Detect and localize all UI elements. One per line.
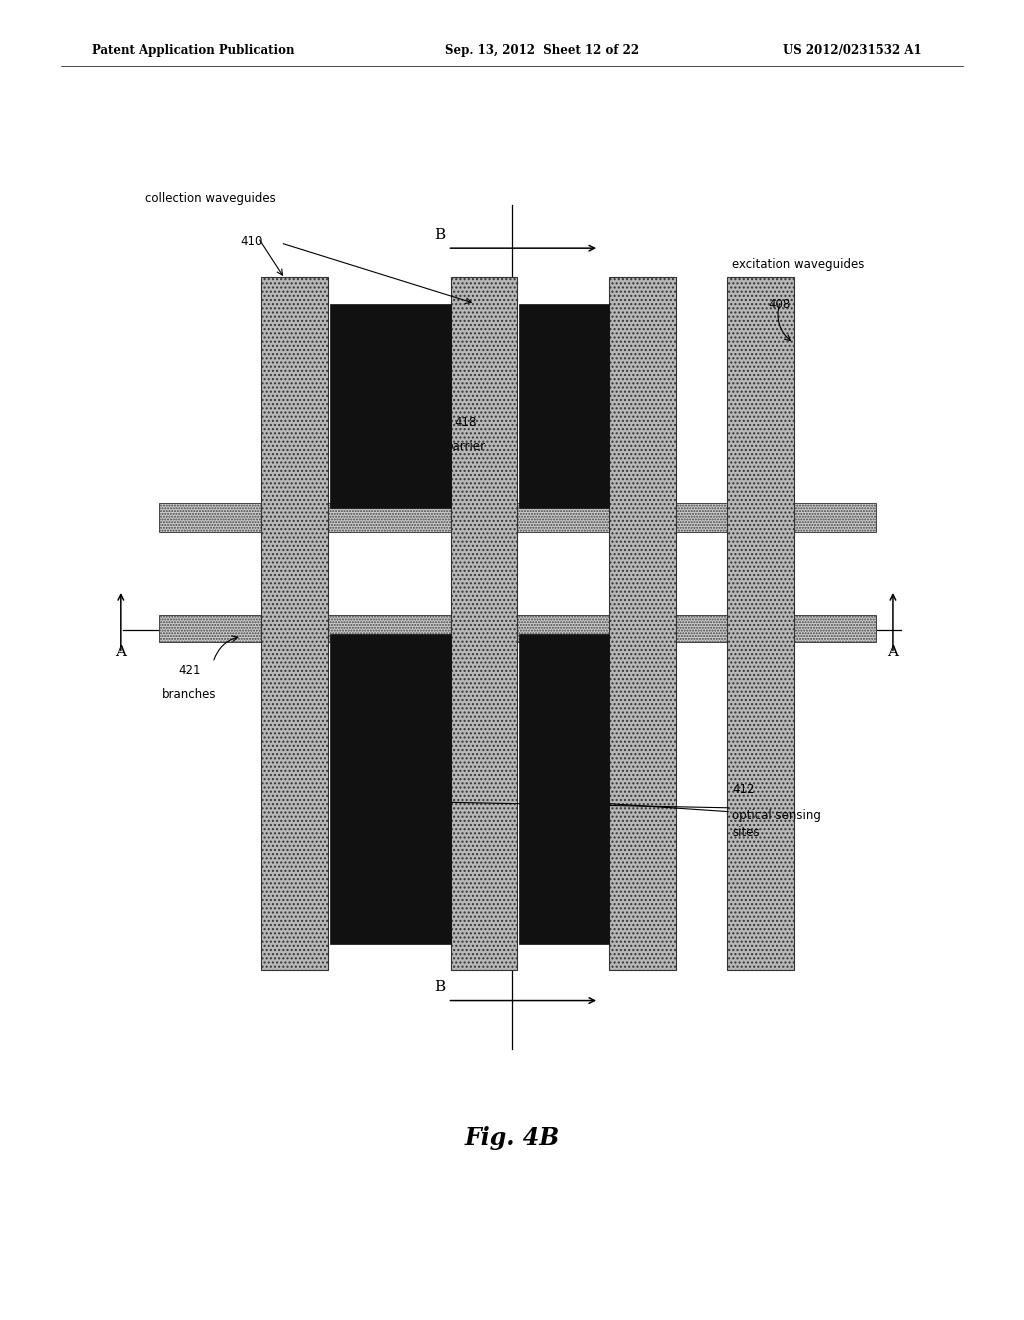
Text: Sep. 13, 2012  Sheet 12 of 22: Sep. 13, 2012 Sheet 12 of 22	[445, 44, 640, 57]
Text: B: B	[434, 227, 445, 242]
Text: optical sensing
sites: optical sensing sites	[732, 809, 821, 840]
Bar	[159, 615, 876, 642]
Text: 418: 418	[455, 416, 477, 429]
Bar	[519, 634, 609, 944]
Text: A: A	[116, 645, 126, 660]
Text: collection waveguides: collection waveguides	[144, 191, 275, 205]
Bar	[330, 634, 451, 944]
Bar	[261, 277, 328, 970]
Bar	[451, 277, 517, 970]
Text: Patent Application Publication: Patent Application Publication	[92, 44, 295, 57]
Text: US 2012/0231532 A1: US 2012/0231532 A1	[783, 44, 922, 57]
Bar	[609, 277, 676, 970]
Bar	[727, 277, 794, 970]
Text: 421: 421	[178, 664, 201, 677]
Bar	[159, 503, 876, 532]
Bar	[330, 304, 451, 508]
Text: Fig. 4B: Fig. 4B	[464, 1126, 560, 1150]
Text: barrier: barrier	[445, 440, 486, 453]
Text: B: B	[434, 979, 445, 994]
Text: branches: branches	[162, 688, 217, 701]
Text: 412: 412	[732, 783, 755, 796]
Text: 410: 410	[241, 235, 263, 248]
Bar	[519, 304, 609, 508]
Text: A: A	[888, 645, 898, 660]
Text: excitation waveguides: excitation waveguides	[732, 257, 864, 271]
Text: 408: 408	[768, 298, 791, 312]
